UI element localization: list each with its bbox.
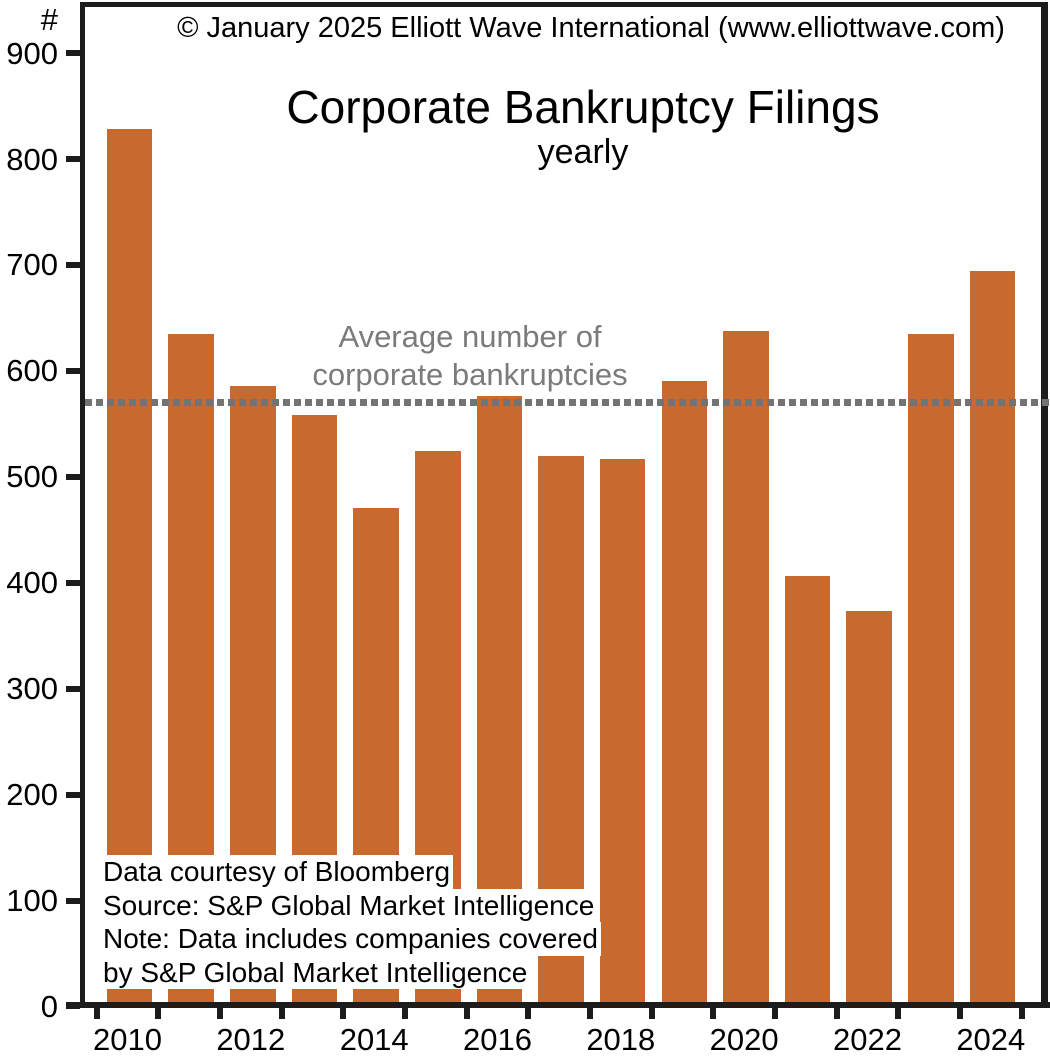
y-tick-800 xyxy=(66,156,80,162)
x-tick-15 xyxy=(1018,1002,1025,1019)
x-tick-0 xyxy=(93,1002,100,1019)
x-tick-8 xyxy=(587,1002,593,1019)
x-tick-label-2016: 2016 xyxy=(463,1022,532,1057)
y-tick-label-0: 0 xyxy=(40,988,58,1024)
y-tick-label-800: 800 xyxy=(6,141,58,177)
footnote-line-3: Note: Data includes companies covered xyxy=(101,922,601,956)
bar-2020 xyxy=(723,330,769,1004)
y-tick-label-600: 600 xyxy=(6,353,58,389)
x-tick-7 xyxy=(525,1002,532,1019)
y-tick-label-900: 900 xyxy=(6,35,58,71)
y-axis-unit-label: # xyxy=(40,2,58,37)
plot-right-border xyxy=(1041,2,1048,1008)
x-tick-label-2010: 2010 xyxy=(93,1022,162,1057)
x-tick-4 xyxy=(340,1002,347,1019)
x-tick-2 xyxy=(217,1002,223,1019)
y-tick-label-300: 300 xyxy=(6,671,58,707)
y-tick-100 xyxy=(66,897,80,904)
footnote: Data courtesy of Bloomberg Source: S&P Gl… xyxy=(101,855,601,989)
bar-2018 xyxy=(599,458,646,1004)
y-tick-400 xyxy=(66,579,80,586)
x-tick-14 xyxy=(956,1002,963,1019)
x-tick-label-2018: 2018 xyxy=(586,1022,656,1057)
y-tick-label-700: 700 xyxy=(6,247,58,283)
x-tick-label-2014: 2014 xyxy=(339,1022,409,1057)
y-axis-line xyxy=(80,2,85,1006)
x-tick-11 xyxy=(772,1002,778,1019)
footnote-line-1: Data courtesy of Bloomberg xyxy=(101,855,454,889)
x-tick-12 xyxy=(833,1002,840,1019)
x-tick-6 xyxy=(463,1002,470,1019)
y-tick-500 xyxy=(66,473,80,480)
bar-2019 xyxy=(661,381,708,1004)
bar-2021 xyxy=(784,576,831,1004)
footnote-line-4: by S&P Global Market Intelligence xyxy=(101,955,531,989)
chart-subtitle: yearly xyxy=(537,133,629,171)
annotation-line-1: Average number of xyxy=(338,319,602,354)
copyright-text: © January 2025 Elliott Wave Internationa… xyxy=(177,12,1005,44)
bar-2024 xyxy=(969,271,1016,1004)
x-tick-label-2012: 2012 xyxy=(216,1022,286,1057)
x-tick-1 xyxy=(155,1002,162,1019)
x-tick-3 xyxy=(278,1002,285,1019)
plot-top-border xyxy=(80,2,1048,7)
y-tick-label-100: 100 xyxy=(6,883,58,918)
y-tick-700 xyxy=(66,261,80,268)
x-tick-label-2024: 2024 xyxy=(956,1022,1026,1057)
y-tick-900 xyxy=(66,50,80,56)
average-line-annotation: Average number of corporate bankruptcies xyxy=(220,318,720,394)
x-tick-10 xyxy=(710,1002,717,1019)
x-tick-9 xyxy=(648,1002,655,1019)
x-axis-line xyxy=(66,1002,1050,1008)
chart-title: Corporate Bankruptcy Filings xyxy=(286,81,880,133)
average-dashed-line xyxy=(85,399,1050,407)
y-tick-label-400: 400 xyxy=(6,565,58,601)
bar-2022 xyxy=(846,611,893,1004)
y-tick-label-200: 200 xyxy=(6,777,58,812)
x-tick-label-2022: 2022 xyxy=(833,1022,902,1057)
x-tick-13 xyxy=(895,1002,902,1019)
y-tick-600 xyxy=(66,367,80,374)
bar-2023 xyxy=(908,333,954,1004)
y-tick-300 xyxy=(66,685,80,692)
annotation-line-2: corporate bankruptcies xyxy=(312,357,628,392)
footnote-line-2: Source: S&P Global Market Intelligence xyxy=(101,888,598,922)
y-tick-label-500: 500 xyxy=(6,459,58,495)
x-tick-5 xyxy=(402,1002,408,1019)
x-tick-label-2020: 2020 xyxy=(709,1022,779,1057)
y-tick-200 xyxy=(66,791,80,798)
